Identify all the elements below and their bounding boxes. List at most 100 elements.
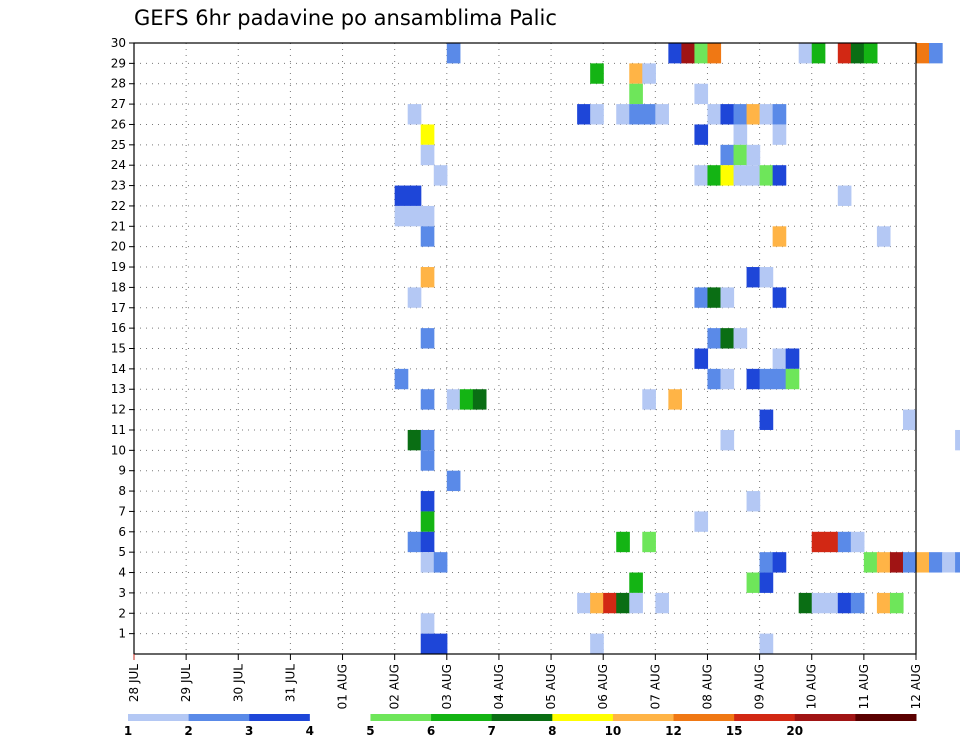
y-tick-label: 3 [118, 586, 126, 600]
y-tick-label: 12 [111, 403, 126, 417]
heatmap-cell [720, 368, 735, 390]
y-tick-label: 20 [111, 240, 126, 254]
y-tick-label: 27 [111, 97, 126, 111]
heatmap-cell [420, 450, 435, 471]
heatmap-cell [407, 104, 422, 125]
colorbar-swatch [309, 714, 371, 721]
y-tick-label: 21 [111, 219, 126, 233]
x-tick-label: 01 AUG [336, 664, 350, 709]
heatmap-cell [420, 328, 435, 349]
heatmap-cell [694, 165, 709, 186]
x-axis-ticks: 28 JUL 29 JUL 30 JUL 31 JUL 01 AUG 02 AUG 03 A… [127, 654, 923, 709]
heatmap-cell [929, 43, 943, 64]
heatmap-cell [407, 287, 422, 308]
heatmap-cell [642, 63, 656, 84]
heatmap-cell [668, 389, 682, 410]
colorbar-label: 15 [726, 724, 743, 738]
x-tick-label: 04 AUG [492, 664, 506, 709]
heatmap-cell [772, 552, 787, 573]
colorbar-swatch [855, 714, 917, 721]
heatmap-cell [759, 572, 774, 593]
heatmap-cell [955, 429, 960, 451]
heatmap-cells [394, 43, 960, 654]
heatmap-cell [837, 185, 852, 206]
heatmap-cell [916, 43, 930, 64]
heatmap-cell [420, 267, 435, 288]
heatmap-cell [629, 592, 643, 614]
heatmap-cell [694, 287, 709, 308]
y-tick-label: 2 [118, 606, 126, 620]
heatmap-cell [772, 348, 787, 369]
y-tick-label: 11 [111, 423, 126, 437]
heatmap-cell [707, 165, 722, 186]
colorbar-label: 4 [306, 724, 314, 738]
heatmap-cell [420, 531, 435, 553]
x-tick-label: 02 AUG [388, 664, 402, 709]
heatmap-cell [616, 531, 630, 553]
heatmap-cell [472, 389, 487, 410]
heatmap-cell [876, 226, 891, 247]
heatmap-cell [394, 205, 409, 227]
y-tick-label: 19 [111, 260, 126, 274]
y-tick-label: 1 [118, 627, 126, 641]
heatmap-cell [420, 511, 435, 532]
heatmap-cell [420, 144, 435, 166]
heatmap-cell [720, 165, 735, 186]
x-tick-label: 06 AUG [596, 664, 610, 709]
colorbar-label: 1 [124, 724, 132, 738]
heatmap-cell [420, 429, 435, 451]
x-tick-label: 09 AUG [753, 664, 767, 709]
heatmap-cell [811, 592, 826, 614]
heatmap-cell [655, 104, 669, 125]
heatmap-cell [720, 328, 735, 349]
heatmap-cell [785, 368, 800, 390]
colorbar-swatch [188, 714, 250, 721]
heatmap-cell [642, 104, 656, 125]
heatmap-cell [863, 552, 878, 573]
heatmap-cell [694, 348, 709, 369]
heatmap-cell [629, 83, 643, 105]
heatmap-cell [759, 165, 774, 186]
heatmap-cell [889, 552, 904, 573]
heatmap-cell [407, 429, 422, 451]
heatmap-cell [694, 43, 709, 64]
heatmap-cell [407, 205, 422, 227]
heatmap-cell [902, 409, 917, 430]
heatmap-cell [720, 287, 735, 308]
colorbar-label: 12 [665, 724, 682, 738]
y-tick-label: 8 [118, 484, 126, 498]
x-tick-label: 08 AUG [700, 664, 714, 709]
heatmap-cell [420, 389, 435, 410]
heatmap-cell [759, 552, 774, 573]
y-tick-label: 14 [111, 362, 126, 376]
heatmap-cell [824, 531, 839, 553]
x-tick-label: 31 JUL [283, 664, 297, 702]
heatmap-cell [733, 144, 748, 166]
y-tick-label: 24 [111, 158, 126, 172]
colorbar-swatch [491, 714, 553, 721]
x-tick-label: 11 AUG [857, 664, 871, 709]
heatmap-cell [772, 368, 787, 390]
heatmap-cell [746, 491, 761, 512]
colorbar-legend: 1 2 3 4 5 6 7 8 10 12 15 20 [124, 714, 917, 738]
colorbar-label: 5 [366, 724, 374, 738]
heatmap-cell [629, 104, 643, 125]
heatmap-cell [916, 552, 930, 573]
heatmap-cell [837, 43, 852, 64]
colorbar-swatch [249, 714, 311, 721]
y-tick-label: 29 [111, 56, 126, 70]
y-tick-label: 28 [111, 77, 126, 91]
colorbar-swatch [734, 714, 796, 721]
heatmap-cell [837, 531, 852, 553]
heatmap-cell [746, 368, 761, 390]
heatmap-cell [850, 43, 865, 64]
heatmap-cell [733, 104, 748, 125]
x-tick-label: 30 JUL [231, 664, 245, 702]
y-tick-label: 4 [118, 566, 126, 580]
heatmap-cell [629, 63, 643, 84]
heatmap-cell [772, 226, 787, 247]
heatmap-cell [733, 328, 748, 349]
heatmap-cell [772, 287, 787, 308]
heatmap-cell [759, 633, 774, 654]
heatmap-cell [694, 83, 709, 105]
